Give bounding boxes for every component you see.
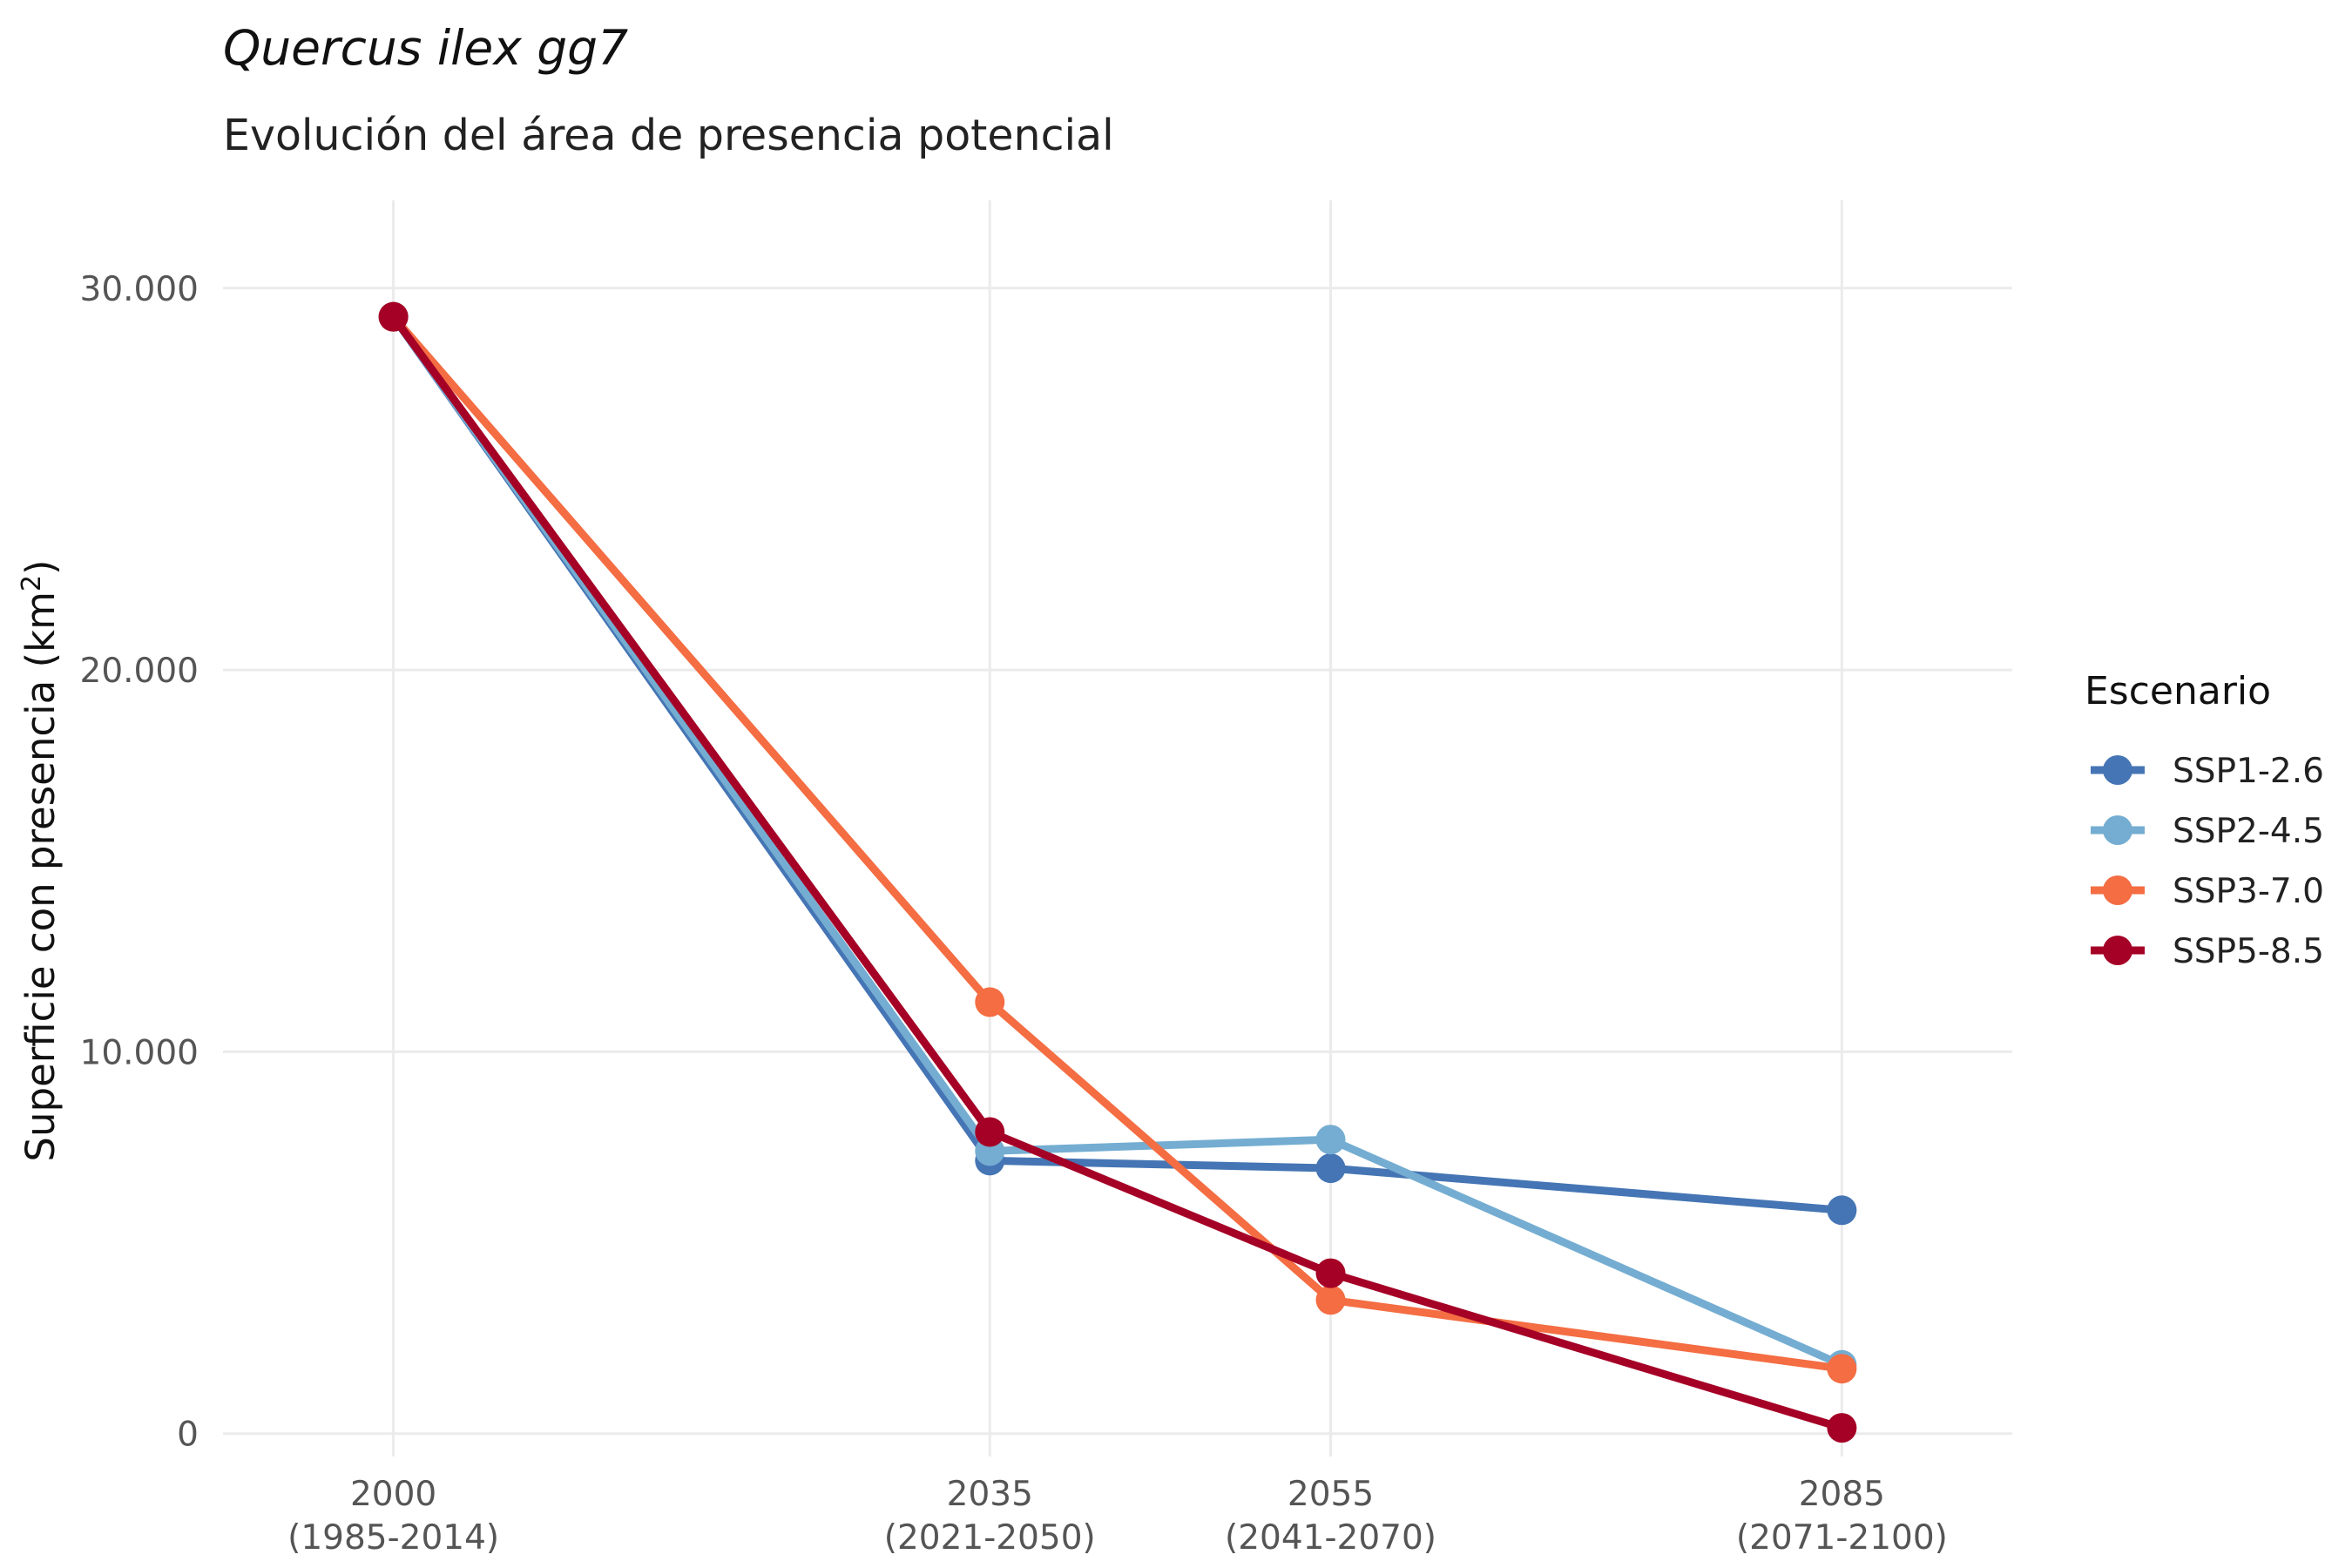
- data-point: [1315, 1125, 1346, 1155]
- y-tick-label: 30.000: [80, 270, 199, 309]
- legend-items: SSP1-2.6 SSP2-4.5 SSP3-7.0 SSP5-8.5: [2091, 752, 2324, 971]
- chart-title: Quercus ilex gg7: [223, 20, 628, 76]
- series-ssp5-8-5: [378, 301, 1857, 1443]
- series-line: [389, 313, 1846, 1373]
- series-ssp3-7-0: [378, 301, 1857, 1384]
- data-point: [1315, 1153, 1346, 1184]
- legend-title: Escenario: [2085, 669, 2271, 713]
- y-axis-label: Superficie con presencia (km2): [17, 559, 64, 1161]
- legend-label: SSP2-4.5: [2173, 812, 2324, 851]
- series-ssp1-2-6: [378, 301, 1857, 1226]
- data-point: [1827, 1413, 1857, 1443]
- series-line: [389, 313, 1846, 1432]
- legend-key-point: [2103, 936, 2132, 965]
- y-tick-label: 0: [177, 1416, 199, 1455]
- x-axis-ticks: 2000 (1985-2014) 2035 (2021-2050) 2055 (2041-…: [287, 1475, 1948, 1558]
- grid-lines: [223, 200, 2012, 1456]
- legend-item: SSP5-8.5: [2091, 932, 2324, 971]
- x-tick-period-label: (2041-2070): [1225, 1518, 1436, 1558]
- x-tick-label: 2035: [947, 1475, 1033, 1514]
- legend-item: SSP1-2.6: [2091, 752, 2324, 791]
- x-tick-period-label: (2071-2100): [1736, 1518, 1948, 1558]
- legend-item: SSP2-4.5: [2091, 812, 2324, 851]
- data-point: [1315, 1258, 1346, 1288]
- data-point: [975, 987, 1005, 1017]
- y-tick-label: 20.000: [80, 652, 199, 691]
- series-line: [389, 313, 1846, 1214]
- x-tick-label: 2055: [1288, 1475, 1374, 1514]
- y-tick-label: 10.000: [80, 1033, 199, 1072]
- legend-key-point: [2103, 815, 2132, 845]
- series-ssp2-4-5: [378, 301, 1857, 1380]
- legend-key-point: [2103, 755, 2132, 785]
- data-point: [1827, 1354, 1857, 1384]
- legend-label: SSP3-7.0: [2173, 872, 2324, 911]
- data-point: [378, 301, 409, 332]
- data-point: [1315, 1285, 1346, 1315]
- legend: Escenario SSP1-2.6 SSP2-4.5 SSP3-7.0 SSP5-8…: [2085, 669, 2324, 971]
- data-point: [975, 1117, 1005, 1147]
- x-tick-label: 2000: [350, 1475, 436, 1514]
- x-tick-period-label: (1985-2014): [287, 1518, 499, 1558]
- data-point: [1827, 1195, 1857, 1226]
- x-tick-label: 2085: [1799, 1475, 1885, 1514]
- series-line: [389, 313, 1846, 1369]
- legend-label: SSP1-2.6: [2173, 752, 2324, 791]
- y-axis-ticks: 0 10.000 20.000 30.000: [80, 270, 199, 1455]
- x-tick-period-label: (2021-2050): [884, 1518, 1096, 1558]
- legend-key-point: [2103, 875, 2132, 905]
- chart-subtitle: Evolución del área de presencia potencia…: [223, 111, 1114, 160]
- legend-label: SSP5-8.5: [2173, 932, 2324, 971]
- legend-item: SSP3-7.0: [2091, 872, 2324, 911]
- series-lines: [378, 301, 1857, 1443]
